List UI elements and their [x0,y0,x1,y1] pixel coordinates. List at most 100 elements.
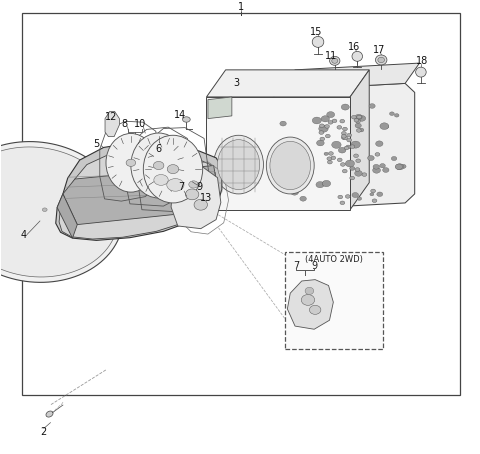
Ellipse shape [217,140,260,189]
Ellipse shape [126,159,136,167]
Ellipse shape [352,51,362,61]
Polygon shape [281,63,420,90]
Ellipse shape [359,128,364,132]
Ellipse shape [324,152,328,155]
Ellipse shape [327,160,332,164]
Ellipse shape [368,156,374,161]
Ellipse shape [312,36,324,47]
Ellipse shape [371,189,375,193]
Ellipse shape [395,164,403,169]
Ellipse shape [372,167,381,173]
Ellipse shape [319,131,324,134]
Ellipse shape [338,148,346,153]
Polygon shape [206,97,350,210]
Ellipse shape [324,124,329,128]
Ellipse shape [347,133,351,137]
Polygon shape [59,150,215,239]
Text: 7: 7 [179,182,185,192]
Ellipse shape [354,154,359,158]
Polygon shape [208,97,232,118]
Text: 4: 4 [21,230,27,240]
Ellipse shape [167,165,179,173]
Ellipse shape [347,138,351,142]
Ellipse shape [328,121,333,124]
Ellipse shape [357,115,361,119]
Text: 12: 12 [105,112,117,122]
Text: 2: 2 [41,427,47,437]
Ellipse shape [380,163,385,168]
Ellipse shape [357,197,361,200]
Text: 18: 18 [416,56,428,66]
Ellipse shape [355,123,361,128]
Ellipse shape [182,117,190,122]
Ellipse shape [287,167,291,170]
Ellipse shape [370,193,374,196]
Ellipse shape [356,159,360,163]
Ellipse shape [277,148,287,155]
Ellipse shape [280,121,286,126]
Ellipse shape [355,171,362,176]
Ellipse shape [320,124,324,128]
Ellipse shape [340,201,345,205]
Ellipse shape [131,133,186,198]
Ellipse shape [383,168,389,173]
Ellipse shape [337,158,342,162]
Ellipse shape [340,163,345,166]
Ellipse shape [312,117,321,124]
Ellipse shape [401,164,406,168]
Ellipse shape [384,125,389,128]
Polygon shape [63,166,216,225]
Ellipse shape [362,173,367,177]
Ellipse shape [332,119,337,123]
Ellipse shape [346,145,351,149]
Ellipse shape [46,411,53,417]
Ellipse shape [350,176,355,180]
Polygon shape [271,84,415,210]
Ellipse shape [327,157,332,160]
Ellipse shape [341,134,346,138]
Ellipse shape [316,140,324,146]
Text: 9: 9 [311,261,317,271]
Ellipse shape [321,116,329,122]
Ellipse shape [341,104,349,110]
Ellipse shape [305,287,314,295]
Text: 17: 17 [372,44,385,54]
Polygon shape [206,70,369,97]
Ellipse shape [343,136,348,140]
Text: 5: 5 [93,139,99,149]
Ellipse shape [396,164,404,170]
Ellipse shape [332,59,338,63]
Ellipse shape [310,306,321,314]
Ellipse shape [354,118,359,122]
Ellipse shape [350,145,355,148]
Ellipse shape [373,164,379,169]
Ellipse shape [344,146,349,150]
Ellipse shape [320,137,324,141]
Polygon shape [350,70,369,210]
Ellipse shape [341,136,346,139]
Ellipse shape [380,123,389,129]
Ellipse shape [316,182,324,188]
Ellipse shape [351,141,360,148]
Ellipse shape [214,135,264,194]
Text: 16: 16 [348,42,360,52]
Ellipse shape [356,119,360,123]
Polygon shape [105,111,120,137]
Ellipse shape [391,157,397,161]
Ellipse shape [375,153,380,156]
Ellipse shape [327,112,335,118]
Text: 6: 6 [156,144,162,154]
Ellipse shape [154,162,164,169]
Ellipse shape [332,141,341,148]
Ellipse shape [337,126,342,129]
Ellipse shape [290,189,299,195]
Bar [22,14,460,395]
Ellipse shape [270,141,311,190]
Ellipse shape [338,195,343,199]
Ellipse shape [372,199,377,202]
Ellipse shape [325,134,330,138]
Ellipse shape [144,135,203,203]
Text: 3: 3 [233,79,239,89]
Ellipse shape [319,125,328,132]
Ellipse shape [154,174,168,185]
